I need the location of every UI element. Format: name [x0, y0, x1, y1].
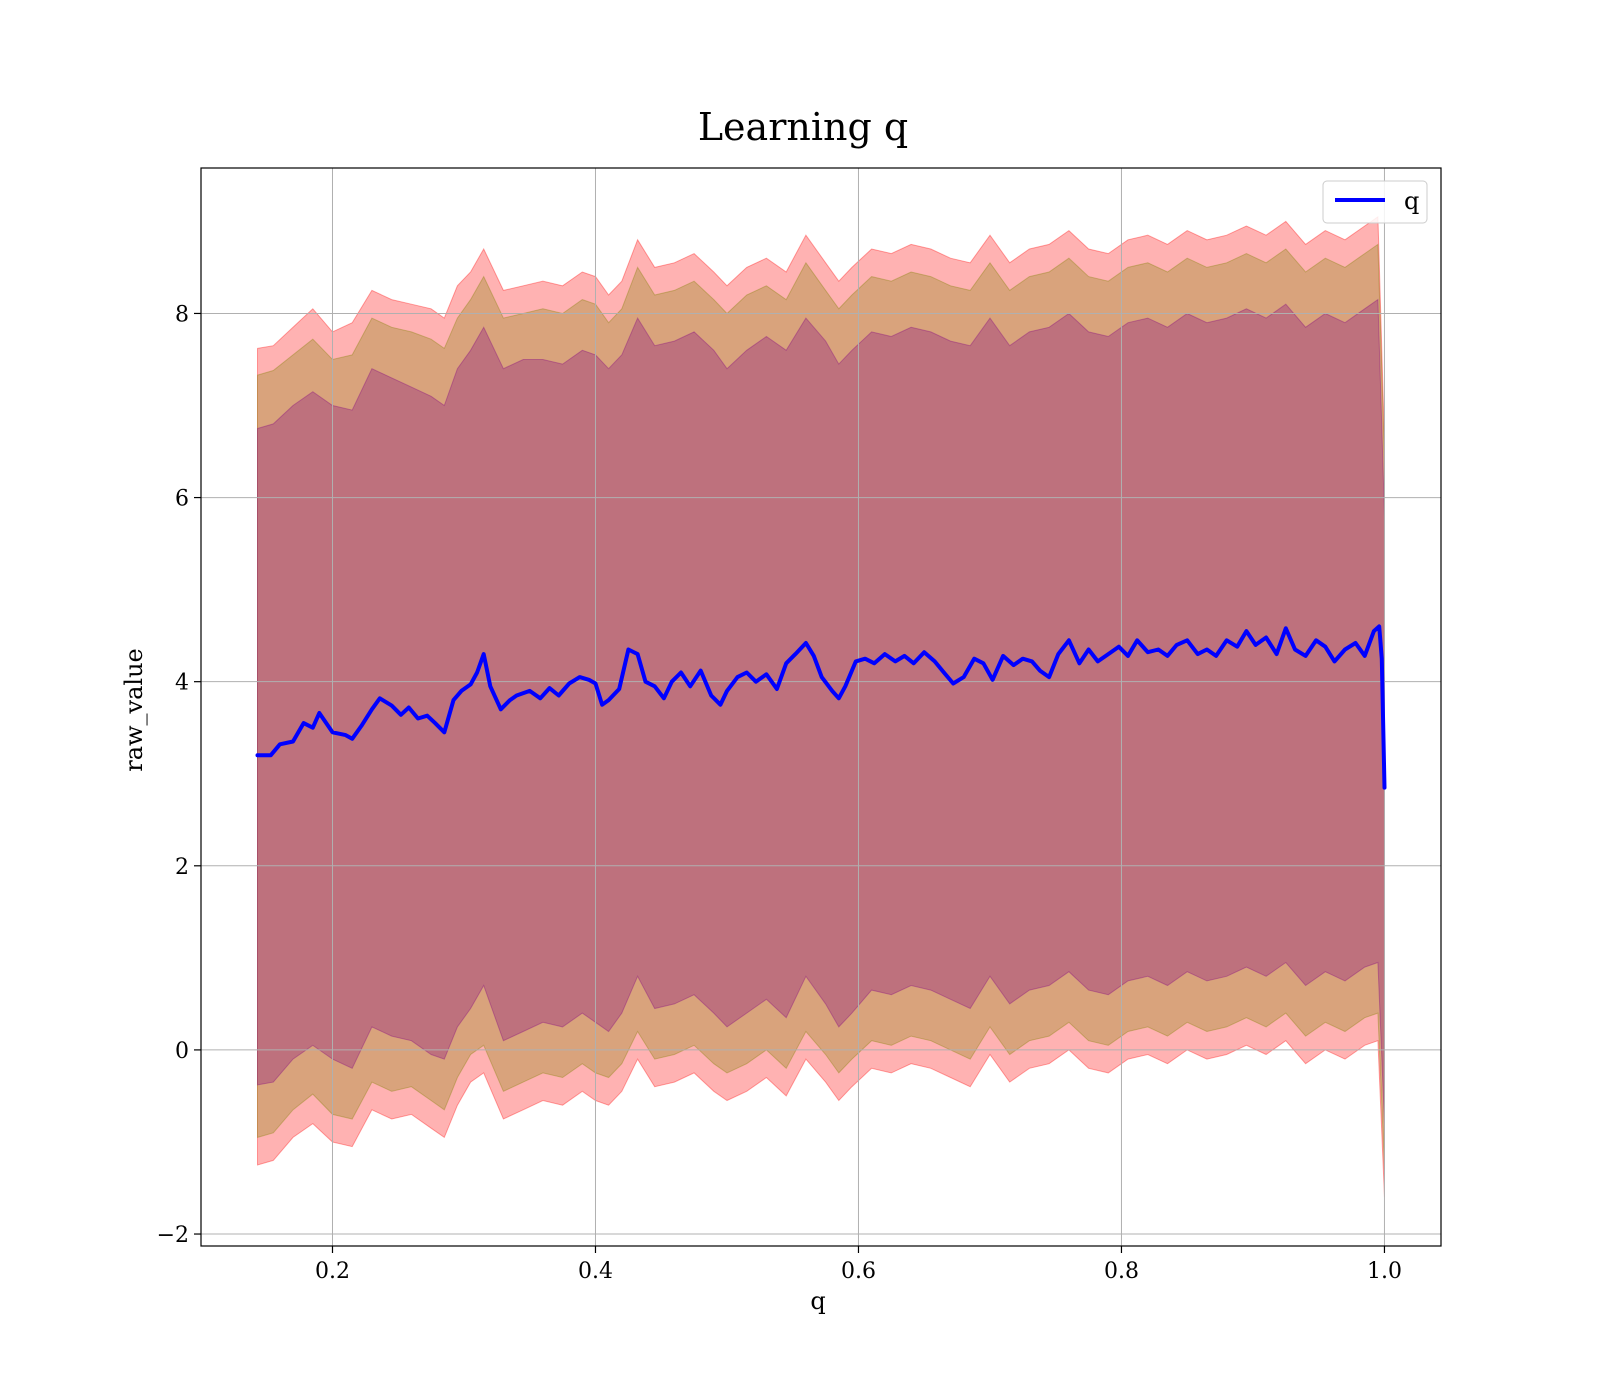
confidence-bands — [257, 215, 1385, 1198]
legend-label-q: q — [1404, 187, 1419, 215]
y-axis-label: raw_value — [120, 648, 148, 772]
series-line-q — [255, 624, 1387, 790]
x-tick-label-1: 0.4 — [578, 1259, 613, 1284]
y-tick-label-3: 4 — [175, 671, 189, 696]
y-tick-label-5: 8 — [175, 302, 189, 327]
x-axis-label: q — [810, 1287, 825, 1315]
series-layer — [255, 624, 1387, 790]
x-tick-label-0: 0.2 — [315, 1259, 350, 1284]
y-tick-label-1: 0 — [175, 1039, 189, 1064]
x-tick-label-3: 0.8 — [1104, 1259, 1139, 1284]
plot-frame — [200, 167, 1442, 1247]
legend: q — [1322, 180, 1428, 224]
x-tick-label-2: 0.6 — [841, 1259, 876, 1284]
y-tick-label-0: −2 — [157, 1223, 189, 1248]
x-axis-ticks: 0.2 0.4 0.6 0.8 1.0 — [315, 1246, 1402, 1284]
y-tick-label-4: 6 — [175, 487, 189, 512]
y-axis-ticks: −2 0 2 4 6 8 — [157, 302, 201, 1248]
grid — [201, 168, 1441, 1246]
chart-title: Learning q — [698, 105, 908, 149]
x-tick-label-4: 1.0 — [1367, 1259, 1402, 1284]
y-tick-label-2: 2 — [175, 855, 189, 880]
